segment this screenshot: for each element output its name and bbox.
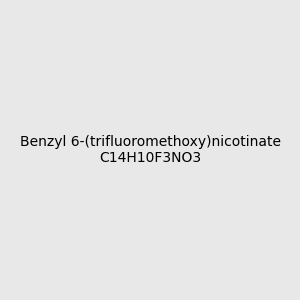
Text: Benzyl 6-(trifluoromethoxy)nicotinate
C14H10F3NO3: Benzyl 6-(trifluoromethoxy)nicotinate C1… (20, 135, 281, 165)
